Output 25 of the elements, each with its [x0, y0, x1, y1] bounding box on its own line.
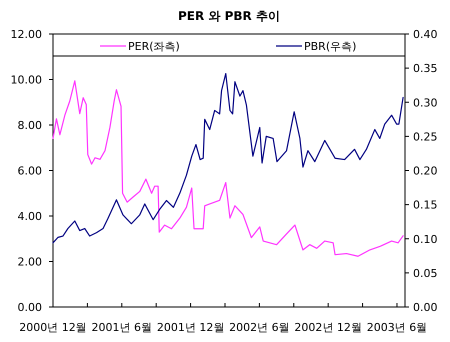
x-tick-label: 2002년 6월: [229, 321, 290, 334]
x-tick-label: 2003년 6월: [366, 321, 428, 334]
x-tick-label: 2000년 12월: [19, 321, 87, 334]
x-tick-label: 2002년 12월: [294, 321, 362, 334]
y2-tick-label: 0.40: [413, 28, 438, 41]
y2-tick-label: 0.20: [413, 164, 438, 178]
y-tick-label: 0.00: [18, 301, 42, 314]
y2-tick-label: 0.30: [413, 96, 438, 110]
y-tick-label: 4.00: [18, 210, 42, 223]
y-tick-label: 10.00: [10, 74, 42, 86]
y-tick-label: 12.00: [10, 28, 42, 41]
y2-tick-label: 0.10: [413, 232, 438, 246]
x-tick-label: 2001년 6월: [92, 321, 152, 334]
y2-tick-label: 0.25: [413, 130, 438, 144]
x-tick-label: 2001년 12월: [156, 321, 224, 334]
y-tick-label: 2.00: [18, 256, 42, 268]
legend-label: PER(좌측): [128, 40, 180, 53]
y2-tick-label: 0.05: [413, 266, 438, 280]
legend-label: PBR(우측): [304, 40, 356, 53]
y-tick-label: 8.00: [18, 119, 42, 132]
chart-title: PER 와 PBR 추이: [178, 9, 280, 23]
y2-tick-label: 0.35: [413, 62, 438, 76]
y2-tick-label: 0.00: [413, 301, 438, 314]
y2-tick-label: 0.15: [413, 198, 438, 212]
y-tick-label: 6.00: [18, 164, 42, 178]
